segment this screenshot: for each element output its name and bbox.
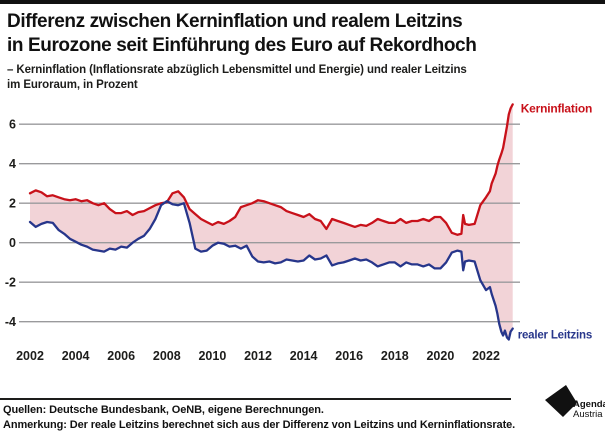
- footer: Quellen: Deutsche Bundesbank, OeNB, eige…: [3, 403, 543, 432]
- y-tick-label-0: 0: [9, 236, 16, 250]
- agenda-austria-logo-icon: [545, 385, 577, 417]
- x-tick-label-2010: 2010: [198, 349, 226, 363]
- top-accent-bar: [0, 0, 605, 4]
- sources-text: Quellen: Deutsche Bundesbank, OeNB, eige…: [3, 404, 324, 416]
- x-tick-label-2020: 2020: [426, 349, 454, 363]
- x-tick-label-2014: 2014: [290, 349, 318, 363]
- logo-word-austria: Austria: [573, 408, 603, 420]
- agenda-austria-wordmark: Agenda Austria: [573, 400, 605, 419]
- x-tick-label-2002: 2002: [16, 349, 44, 363]
- x-tick-label-2008: 2008: [153, 349, 181, 363]
- chart-canvas: 6 4 2 0 -2 -4 2002 2004 2006 2008 2010 2012 2014 2016…: [5, 101, 592, 363]
- chart-subtitle: – Kerninflation (Inflationsrate abzüglic…: [7, 63, 599, 93]
- series-label-realer-leitzins: realer Leitzins: [518, 330, 592, 342]
- title-line-1: Differenz zwischen Kerninflation und rea…: [7, 11, 463, 32]
- kerninflation-line: [28, 103, 514, 236]
- y-tick-label--4: -4: [5, 315, 16, 329]
- subtitle-line-2: im Euroraum, in Prozent: [7, 79, 138, 91]
- realer-leitzins-line: [28, 200, 514, 341]
- subtitle-line-1: – Kerninflation (Inflationsrate abzüglic…: [7, 64, 467, 76]
- x-tick-label-2012: 2012: [244, 349, 272, 363]
- x-tick-label-2016: 2016: [335, 349, 363, 363]
- page-title: Differenz zwischen Kerninflation und rea…: [7, 10, 599, 58]
- y-tick-label-6: 6: [9, 118, 16, 132]
- y-tick-label-4: 4: [9, 157, 16, 171]
- line-chart: 6 4 2 0 -2 -4 2002 2004 2006 2008 2010 2012 2014 2016…: [0, 95, 605, 370]
- title-line-2: in Eurozone seit Einführung des Euro auf…: [7, 35, 477, 56]
- logo-word-agenda: Agenda: [573, 399, 605, 410]
- note-text: Anmerkung: Der reale Leitzins berechnet …: [3, 418, 516, 431]
- x-tick-label-2022: 2022: [472, 349, 500, 363]
- y-tick-label--2: -2: [5, 276, 16, 290]
- difference-band: [30, 104, 513, 340]
- series-label-kerninflation: Kerninflation: [521, 101, 592, 115]
- x-tick-label-2006: 2006: [107, 349, 135, 363]
- x-tick-label-2004: 2004: [62, 349, 90, 363]
- y-tick-label-2: 2: [9, 197, 16, 211]
- footer-divider: [0, 398, 511, 400]
- x-tick-label-2018: 2018: [381, 349, 409, 363]
